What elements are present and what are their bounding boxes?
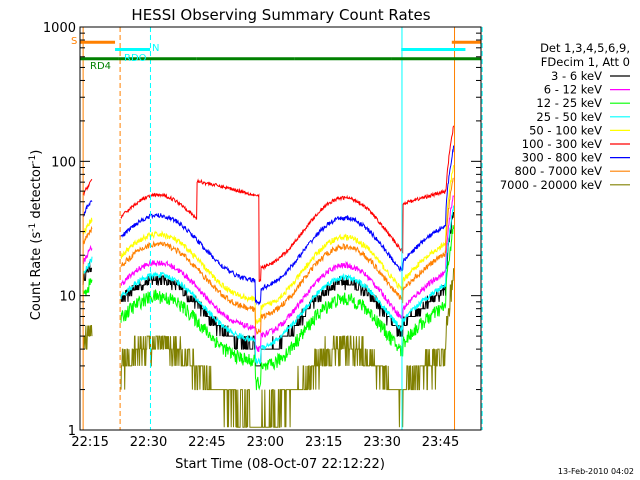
footer-date: 13-Feb-2010 04:02 [558, 467, 634, 476]
flag-label-n: N [152, 43, 159, 54]
y-axis-label: Count Rate (s-1 detector-1) [28, 150, 44, 321]
legend-label-8: 800 - 7000 keV [514, 164, 602, 178]
legend-label-3: 12 - 25 keV [536, 96, 602, 110]
x-tick-label-7: 23:45 [422, 435, 459, 450]
y-tick-label-3: 100 [51, 155, 76, 170]
series-line-2 [82, 195, 455, 353]
series-line-4 [82, 205, 455, 366]
legend-header-line-1: Det 1,3,4,5,6,9, [540, 41, 630, 55]
x-axis-label: Start Time (08-Oct-07 22:12:22) [175, 457, 385, 472]
legend: Det 1,3,4,5,6,9, FDecim 1, Att 0 3 - 6 k… [500, 41, 630, 192]
legend-label-7: 300 - 800 keV [522, 151, 602, 165]
y-tick-label-2: 10 [59, 290, 76, 305]
series-line-3 [82, 225, 455, 391]
legend-label-1: 3 - 6 keV [551, 69, 602, 83]
legend-label-2: 6 - 12 keV [544, 83, 602, 97]
flag-label-rdo: RDO [124, 53, 147, 64]
series-line-7 [82, 145, 455, 306]
x-tick-label-5: 23:15 [305, 435, 342, 450]
series-line-8 [82, 177, 454, 336]
legend-label-9: 7000 - 20000 keV [500, 178, 602, 192]
flag-label-s: S [71, 36, 77, 47]
y-tick-label-4: 1000 [43, 21, 76, 36]
flag-label-rd4: RD4 [90, 61, 111, 72]
chart-title: HESSI Observing Summary Count Rates [131, 6, 430, 24]
plot-frame [79, 26, 482, 431]
series-line-1 [82, 211, 455, 367]
x-tick-label-4: 23:00 [247, 435, 284, 450]
legend-label-4: 25 - 50 keV [536, 110, 602, 124]
y-tick-label-1: 1 [68, 424, 76, 439]
series-line-9 [83, 268, 455, 428]
legend-label-6: 100 - 300 keV [522, 137, 602, 151]
series-line-5 [82, 165, 455, 326]
series-line-6 [82, 125, 455, 283]
flags-layer: S N RDO RD4 [71, 27, 483, 430]
legend-label-5: 50 - 100 keV [529, 123, 602, 137]
legend-header-line-2: FDecim 1, Att 0 [541, 55, 630, 69]
x-tick-label-6: 23:30 [363, 435, 400, 450]
series-layer [82, 125, 455, 428]
x-tick-label-3: 22:45 [188, 435, 225, 450]
axes-layer: 22:15 22:30 22:45 23:00 23:15 23:30 23:45 1 10 10… [43, 21, 482, 450]
x-tick-label-1: 22:15 [71, 435, 108, 450]
x-tick-label-2: 22:30 [130, 435, 167, 450]
